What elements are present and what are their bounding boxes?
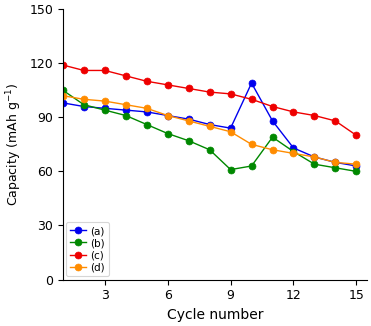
(c)	[61, 63, 65, 67]
(b)	[354, 170, 359, 173]
(d)	[103, 99, 107, 103]
(a)	[61, 101, 65, 105]
(a)	[270, 119, 275, 123]
(d)	[312, 155, 317, 159]
(a)	[124, 108, 128, 112]
(a)	[354, 164, 359, 168]
(c)	[103, 68, 107, 72]
(a)	[229, 126, 233, 130]
(d)	[124, 103, 128, 107]
(b)	[229, 168, 233, 171]
(c)	[207, 90, 212, 94]
(a)	[312, 155, 317, 159]
(d)	[229, 130, 233, 134]
(a)	[333, 160, 338, 164]
(d)	[61, 94, 65, 98]
(c)	[249, 97, 254, 101]
(a)	[82, 105, 86, 109]
(b)	[103, 108, 107, 112]
(b)	[61, 88, 65, 92]
(c)	[82, 68, 86, 72]
Line: (c): (c)	[59, 62, 360, 139]
Line: (b): (b)	[59, 87, 360, 175]
(c)	[145, 79, 149, 83]
(a)	[291, 146, 296, 150]
(d)	[207, 125, 212, 128]
(b)	[187, 139, 191, 143]
(d)	[291, 151, 296, 155]
(b)	[165, 132, 170, 136]
(c)	[124, 74, 128, 78]
Y-axis label: Capacity (mAh g$^{-1}$): Capacity (mAh g$^{-1}$)	[4, 83, 24, 206]
(d)	[82, 97, 86, 101]
(c)	[291, 110, 296, 114]
(a)	[165, 113, 170, 117]
(c)	[333, 119, 338, 123]
Legend: (a), (b), (c), (d): (a), (b), (c), (d)	[66, 222, 109, 276]
(c)	[354, 133, 359, 137]
(c)	[229, 92, 233, 96]
(a)	[249, 81, 254, 85]
(c)	[312, 113, 317, 117]
(d)	[270, 148, 275, 152]
(b)	[82, 103, 86, 107]
(b)	[333, 166, 338, 170]
(b)	[207, 148, 212, 152]
(b)	[249, 164, 254, 168]
(c)	[187, 86, 191, 90]
(b)	[312, 162, 317, 166]
(a)	[103, 106, 107, 110]
(d)	[249, 142, 254, 146]
Line: (a): (a)	[59, 80, 360, 170]
(b)	[124, 113, 128, 117]
Line: (d): (d)	[59, 92, 360, 168]
(d)	[145, 106, 149, 110]
(b)	[291, 150, 296, 154]
(d)	[165, 113, 170, 117]
(d)	[333, 160, 338, 164]
(b)	[145, 123, 149, 126]
(a)	[145, 110, 149, 114]
X-axis label: Cycle number: Cycle number	[167, 308, 263, 322]
(a)	[207, 123, 212, 126]
(b)	[270, 135, 275, 139]
(d)	[354, 162, 359, 166]
(a)	[187, 117, 191, 121]
(d)	[187, 119, 191, 123]
(c)	[270, 105, 275, 109]
(c)	[165, 83, 170, 87]
